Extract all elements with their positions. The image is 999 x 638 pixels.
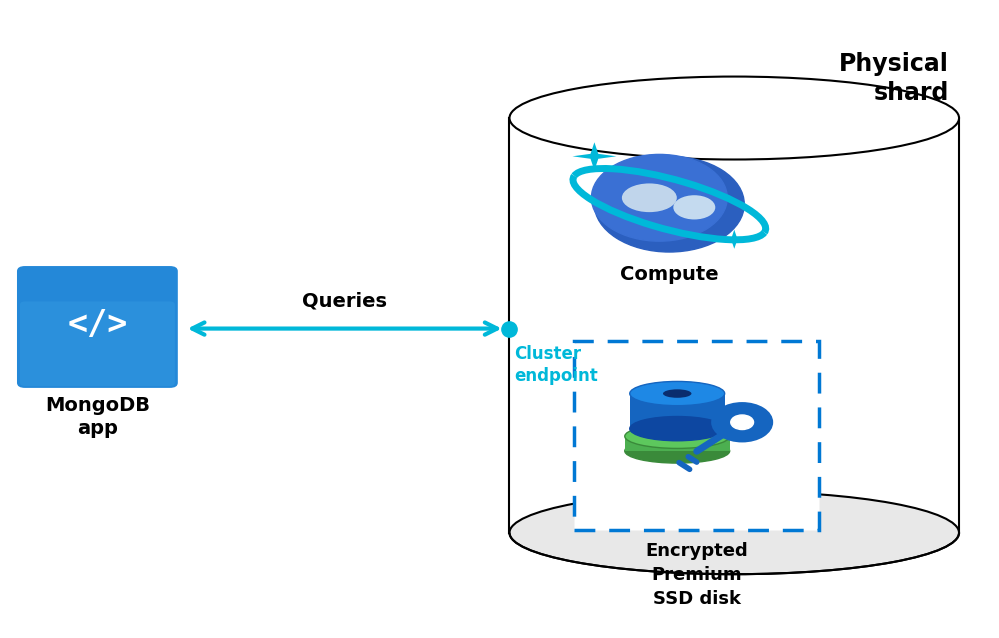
Circle shape bbox=[594, 156, 744, 252]
Ellipse shape bbox=[509, 491, 959, 574]
Text: MongoDB
app: MongoDB app bbox=[45, 396, 150, 438]
Text: Encrypted
Premium
SSD disk: Encrypted Premium SSD disk bbox=[645, 542, 748, 607]
Ellipse shape bbox=[629, 417, 724, 441]
Ellipse shape bbox=[629, 382, 724, 406]
Text: Cluster
endpoint: Cluster endpoint bbox=[514, 345, 598, 385]
Circle shape bbox=[712, 403, 772, 441]
Polygon shape bbox=[509, 118, 959, 533]
Polygon shape bbox=[572, 142, 616, 170]
FancyBboxPatch shape bbox=[20, 268, 175, 302]
FancyBboxPatch shape bbox=[20, 302, 175, 386]
Ellipse shape bbox=[661, 433, 693, 440]
Ellipse shape bbox=[621, 184, 677, 212]
Text: Queries: Queries bbox=[302, 292, 388, 311]
Polygon shape bbox=[719, 230, 749, 249]
Polygon shape bbox=[629, 394, 724, 429]
Polygon shape bbox=[624, 436, 729, 451]
Ellipse shape bbox=[663, 389, 691, 398]
FancyBboxPatch shape bbox=[17, 266, 178, 388]
Text: Physical
shard: Physical shard bbox=[839, 52, 949, 105]
Ellipse shape bbox=[624, 439, 729, 463]
Ellipse shape bbox=[624, 424, 729, 449]
Ellipse shape bbox=[509, 77, 959, 160]
Text: </>: </> bbox=[67, 308, 128, 341]
Ellipse shape bbox=[673, 195, 715, 219]
Circle shape bbox=[591, 154, 727, 241]
Text: Compute: Compute bbox=[620, 265, 718, 284]
Bar bbox=[574, 341, 819, 530]
Circle shape bbox=[730, 415, 753, 429]
